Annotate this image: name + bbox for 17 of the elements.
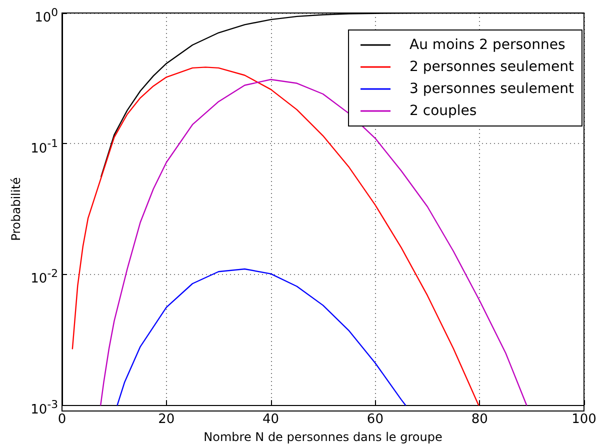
- x-tick-label: 40: [262, 412, 280, 428]
- x-axis-title: Nombre N de personnes dans le groupe: [204, 430, 442, 444]
- y-tick-label: 10$^{-2}$: [30, 266, 58, 289]
- legend-label: 3 personnes seulement: [410, 81, 575, 97]
- y-tick-label: 10$^{0}$: [34, 5, 58, 28]
- x-tick-label: 20: [158, 412, 175, 428]
- y-tick-label: 10$^{-1}$: [30, 136, 58, 158]
- legend-label: Au moins 2 personnes: [410, 37, 566, 53]
- line-series: [116, 268, 406, 406]
- x-tick-label: 0: [58, 412, 66, 428]
- x-tick-label: 100: [572, 412, 596, 428]
- y-axis-title: Probabilité: [9, 177, 23, 241]
- y-tick-label: 10$^{-3}$: [30, 397, 58, 420]
- legend-label: 2 personnes seulement: [410, 59, 575, 75]
- x-tick-label: 60: [366, 412, 384, 428]
- legend-label: 2 couples: [410, 103, 477, 119]
- x-tick-label: 80: [471, 412, 488, 428]
